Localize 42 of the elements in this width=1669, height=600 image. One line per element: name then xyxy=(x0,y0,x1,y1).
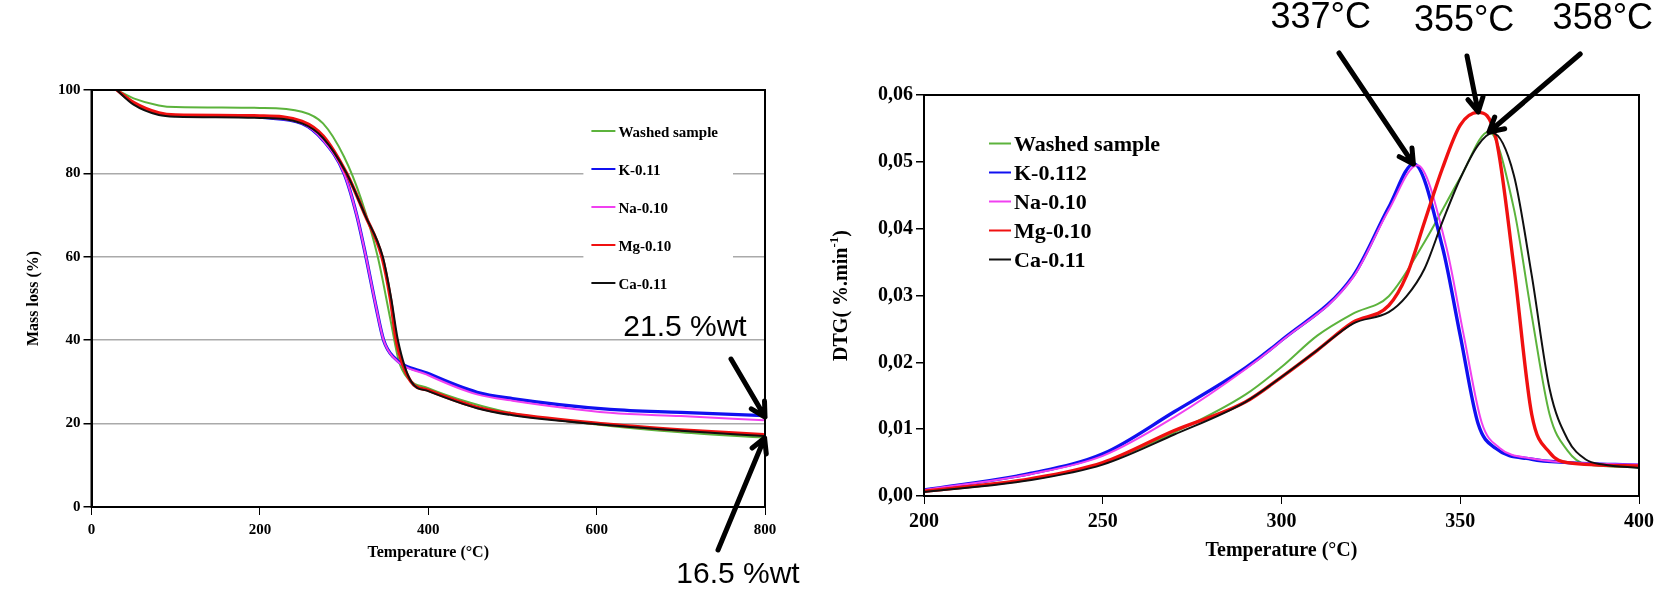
legend-label: Na-0.10 xyxy=(618,199,668,216)
y-tick-label: 0,03 xyxy=(878,282,913,305)
legend-label: Mg-0.10 xyxy=(618,237,672,254)
legend-label: K-0.11 xyxy=(618,161,661,178)
legend-label: Washed sample xyxy=(1014,131,1161,157)
x-tick-label: 800 xyxy=(753,520,777,537)
x-axis-title: Temperature (°C) xyxy=(1205,538,1358,562)
annotation: 16.5 %wt xyxy=(676,556,801,590)
x-tick-label: 200 xyxy=(248,520,272,537)
legend-label: Na-0.10 xyxy=(1014,189,1087,215)
legend-label: Ca-0.11 xyxy=(618,275,668,292)
x-tick-label: 600 xyxy=(585,520,608,537)
x-tick-label: 0 xyxy=(87,520,96,537)
x-axis-title: Temperature (°C) xyxy=(367,543,489,562)
x-tick-label: 400 xyxy=(1624,509,1654,532)
y-tick-label: 60 xyxy=(65,247,81,264)
y-tick-label: 0,02 xyxy=(878,349,913,372)
x-tick-label: 200 xyxy=(909,509,939,532)
annotation: 355°C xyxy=(1413,0,1515,40)
x-tick-label: 300 xyxy=(1266,509,1297,532)
legend-label: Ca-0.11 xyxy=(1014,247,1086,273)
y-tick-label: 40 xyxy=(65,331,81,348)
annotation: 337°C xyxy=(1270,0,1372,36)
y-tick-label: 100 xyxy=(58,80,81,97)
y-axis-title: Mass loss (%) xyxy=(24,250,43,347)
y-tick-label: 0,00 xyxy=(878,483,913,506)
x-tick-label: 250 xyxy=(1087,509,1118,532)
y-tick-label: 0,04 xyxy=(878,215,913,238)
x-tick-label: 350 xyxy=(1445,509,1476,532)
y-axis-title: DTG( %.min-1) xyxy=(826,230,853,361)
y-tick-label: 0,05 xyxy=(878,149,913,172)
legend-label: Washed sample xyxy=(618,123,719,140)
y-tick-label: 0 xyxy=(73,497,81,514)
annotation: 358°C xyxy=(1552,0,1654,37)
legend-label: Mg-0.10 xyxy=(1014,218,1092,244)
y-tick-label: 80 xyxy=(65,164,81,181)
y-tick-label: 0,06 xyxy=(878,82,913,105)
annotation: 21.5 %wt xyxy=(623,308,748,342)
x-tick-label: 400 xyxy=(417,520,440,537)
legend-label: K-0.112 xyxy=(1014,160,1087,186)
y-tick-label: 20 xyxy=(65,414,81,431)
y-tick-label: 0,01 xyxy=(878,416,913,439)
